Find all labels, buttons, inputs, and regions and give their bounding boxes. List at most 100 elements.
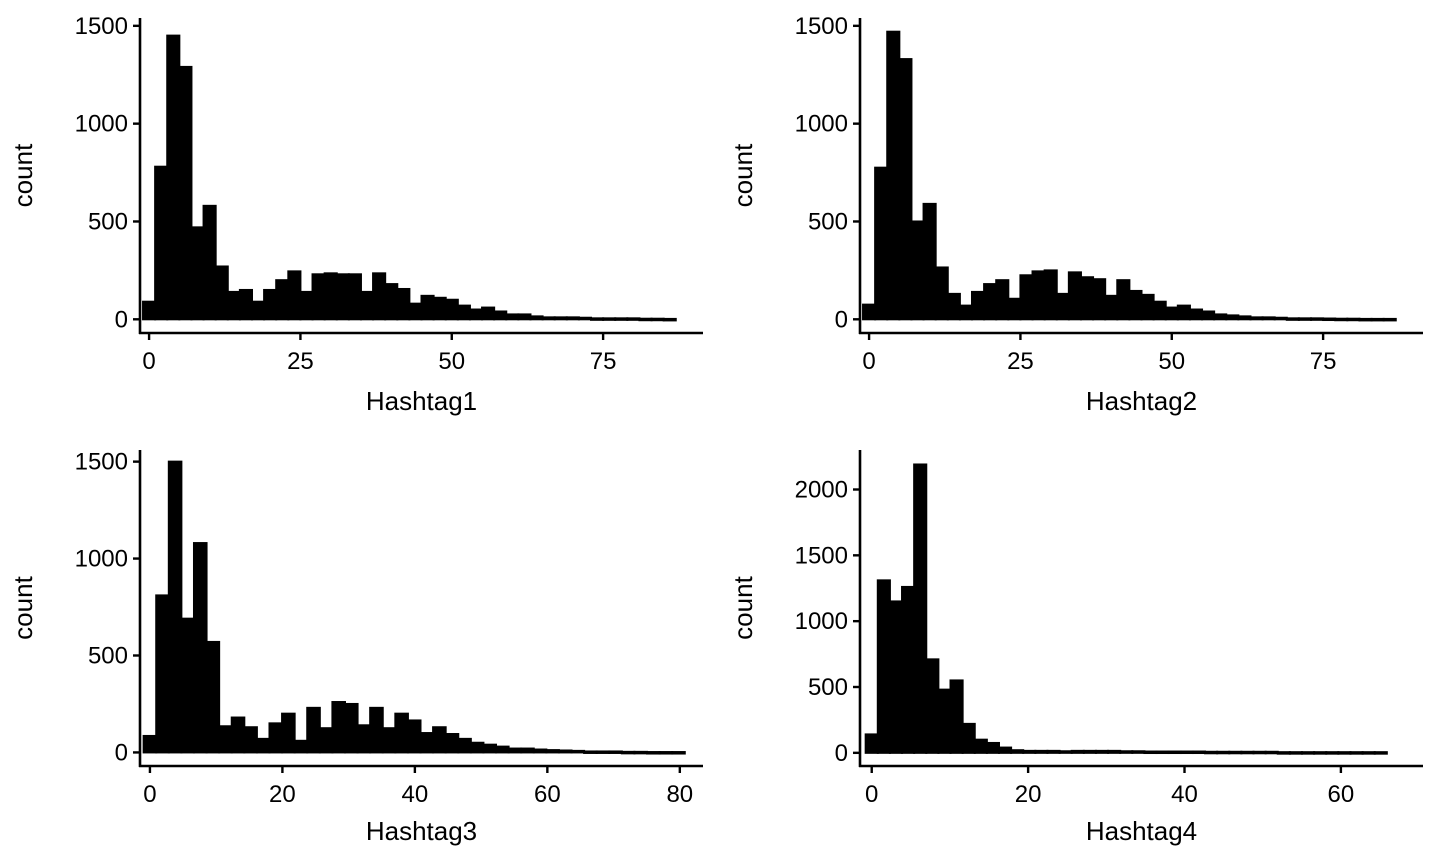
histogram-bar <box>323 272 338 321</box>
histogram-bar <box>1116 279 1131 321</box>
histogram-bar <box>1334 317 1349 322</box>
bars <box>864 463 1388 755</box>
x-tick-label: 0 <box>142 348 155 375</box>
panel-hashtag3: 0 500 1000 1500 0 20 40 60 80 Hashtag3 count <box>8 449 703 846</box>
x-tick-label: 25 <box>1007 348 1034 375</box>
histogram-bar <box>520 747 535 754</box>
histogram-bar <box>255 737 271 754</box>
x-tick-label: 0 <box>865 781 878 808</box>
panel-hashtag2: 0 500 1000 1500 0 25 50 75 Hashtag2 count <box>728 13 1423 416</box>
histogram-bar <box>1022 749 1037 754</box>
x-tick-label: 75 <box>1310 348 1337 375</box>
y-tick-label: 1000 <box>795 111 848 138</box>
histogram-bar <box>419 732 435 754</box>
histogram-bar <box>1361 751 1376 755</box>
histogram-bar <box>650 317 665 322</box>
histogram-bar <box>347 273 362 321</box>
histogram-bar <box>1067 271 1082 321</box>
histogram-bar <box>1216 750 1231 755</box>
histogram-bar <box>973 738 988 754</box>
histogram-bar <box>898 58 913 321</box>
histogram-bar <box>281 712 296 754</box>
histogram-bar <box>608 750 623 754</box>
histogram-bar <box>626 317 641 321</box>
panel-hashtag1: 0 500 1000 1500 0 25 50 75 Hashtag1 count <box>8 13 703 416</box>
x-tick-label: 20 <box>269 781 296 808</box>
histogram-bar <box>1373 751 1388 755</box>
histogram-bar <box>178 65 193 321</box>
histogram-bar <box>1313 751 1328 755</box>
y-tick-label: 1000 <box>795 608 848 635</box>
x-axis-title: Hashtag3 <box>366 816 477 846</box>
histogram-bar <box>970 290 986 321</box>
histogram-bar <box>565 316 580 321</box>
histogram-bar <box>1237 315 1252 321</box>
histogram-bar <box>1043 269 1058 321</box>
histogram-bar <box>230 716 246 754</box>
y-tick-label: 1000 <box>75 111 128 138</box>
y-axis-title: count <box>8 575 38 639</box>
histogram-bar <box>457 737 472 754</box>
histogram-bar <box>306 706 321 754</box>
histogram-bar <box>369 706 384 754</box>
histogram-bar <box>1031 270 1046 321</box>
histogram-bar <box>372 272 387 321</box>
histogram-bar <box>658 751 674 755</box>
histogram-bar <box>901 585 916 754</box>
histogram-bar <box>1155 750 1170 755</box>
y-axis-title: count <box>728 143 758 207</box>
bars <box>862 30 1397 322</box>
histogram-bar <box>1164 306 1179 321</box>
histogram-bar <box>638 317 653 322</box>
histogram-bar <box>1358 317 1373 322</box>
histogram-bar <box>394 712 409 754</box>
histogram-bar <box>318 727 334 754</box>
histogram-bar <box>1107 749 1122 754</box>
histogram-bar <box>1058 750 1073 754</box>
y-tick-label: 0 <box>115 739 128 766</box>
histogram-bar <box>344 702 359 754</box>
histogram-bar <box>432 296 447 321</box>
y-tick-label: 500 <box>88 208 128 235</box>
bars <box>142 460 686 755</box>
histogram-bar <box>359 290 375 321</box>
histogram-bar <box>1297 317 1313 321</box>
histogram-bar <box>671 751 686 755</box>
histogram-bar <box>517 313 532 321</box>
histogram-bar <box>590 317 605 321</box>
y-tick-label: 500 <box>808 674 848 701</box>
x-tick-label: 75 <box>590 348 617 375</box>
histogram-bar <box>1179 750 1194 755</box>
histogram-bar <box>1252 750 1267 755</box>
histogram-bar <box>482 743 498 754</box>
histogram-bar <box>408 302 423 321</box>
histogram-bar <box>1225 314 1240 321</box>
histogram-bar <box>1176 304 1191 321</box>
histogram-bar <box>335 273 350 321</box>
histogram-bar <box>595 750 611 754</box>
histogram-bar <box>1228 750 1243 755</box>
histogram-bar <box>886 30 901 321</box>
histogram-bar <box>532 748 548 754</box>
histogram-bar <box>1140 293 1155 321</box>
y-tick-label: 500 <box>808 208 848 235</box>
histogram-bar <box>287 270 302 321</box>
histogram-bar <box>1310 317 1325 321</box>
histogram-bar <box>214 265 229 321</box>
histogram-bar <box>937 688 952 754</box>
histogram-bar <box>190 226 205 321</box>
histogram-bar <box>1201 310 1216 321</box>
histogram-bar <box>299 290 314 321</box>
histogram-bar <box>396 287 411 321</box>
histogram-bar <box>934 266 949 321</box>
y-tick-label: 0 <box>835 306 848 333</box>
histogram-bar <box>432 726 447 754</box>
histogram-bar <box>142 734 158 754</box>
histogram-bar <box>633 750 649 755</box>
histogram-bar <box>1382 317 1397 322</box>
histogram-bar <box>493 310 508 321</box>
histogram-bar <box>1128 289 1143 321</box>
histogram-bar <box>238 288 253 321</box>
histogram-bar <box>876 579 891 754</box>
